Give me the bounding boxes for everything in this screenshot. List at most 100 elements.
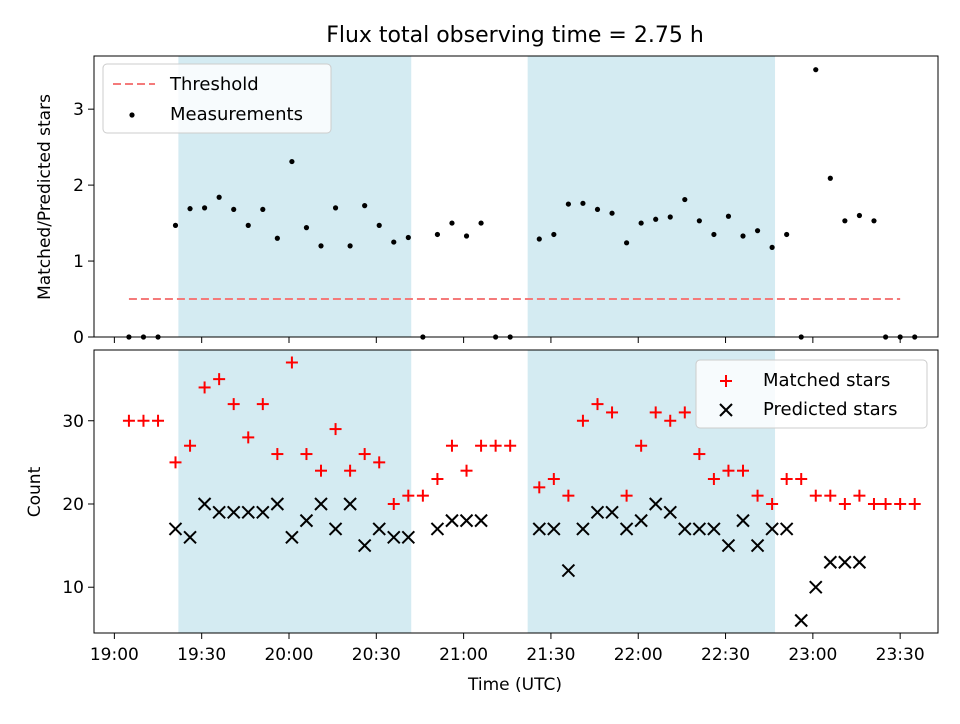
measurement-point	[478, 220, 484, 226]
matched-star-point	[533, 481, 546, 494]
predicted-star-point	[547, 522, 561, 536]
predicted-star-point	[794, 613, 808, 628]
x-stroke-b	[678, 522, 692, 536]
predicted-star-point	[838, 555, 852, 569]
measurement-point	[274, 235, 280, 241]
predicted-star-point	[605, 505, 619, 520]
x-tick-label: 20:30	[352, 645, 401, 665]
x-stroke-b	[357, 538, 372, 553]
matched-star-point	[242, 431, 255, 444]
matched-star-point	[431, 473, 444, 486]
matched-star-point	[908, 497, 921, 510]
bottom-points	[122, 356, 921, 628]
predicted-star-point	[328, 522, 343, 536]
matched-star-point	[867, 497, 880, 510]
measurement-point	[638, 220, 644, 226]
x-tick-label: 23:00	[788, 645, 837, 665]
matched-star-point	[547, 473, 560, 486]
x-stroke-b	[823, 555, 838, 569]
matched-star-point	[853, 489, 866, 502]
measurement-point	[347, 243, 353, 249]
matched-star-point	[329, 423, 342, 436]
legend-matched-swatch	[720, 375, 732, 387]
x-stroke-b	[547, 522, 561, 536]
x-stroke-b	[838, 555, 852, 569]
bottom-y-ticks: 10 20 30	[62, 412, 94, 598]
figure-title: Flux total observing time = 2.75 h	[326, 23, 704, 48]
x-stroke-b	[605, 505, 619, 520]
measurement-point	[332, 205, 339, 211]
matched-star-point	[460, 464, 473, 477]
measurement-point	[769, 244, 775, 250]
matched-star-point	[824, 489, 837, 502]
measurement-point	[827, 175, 833, 181]
measurement-point	[245, 222, 251, 228]
bottom-x-ticks: 19:00 19:30 20:00 20:30 21:00 21:30 22:00 22:30…	[90, 633, 925, 665]
measurement-point	[260, 206, 266, 213]
measurement-point	[303, 225, 310, 231]
matched-star-point	[649, 406, 662, 419]
x-stroke-b	[285, 530, 299, 544]
matched-star-point	[809, 489, 822, 502]
x-stroke-b	[183, 530, 197, 544]
x-stroke-b	[779, 522, 794, 536]
measurement-point	[682, 196, 688, 203]
bottom-legend-box	[695, 359, 928, 429]
legend-threshold-label: Threshold	[169, 74, 259, 95]
matched-star-point	[300, 448, 313, 461]
matched-star-point	[489, 439, 502, 452]
predicted-star-point	[765, 522, 779, 536]
matched-star-point	[256, 398, 269, 411]
matched-star-point	[445, 439, 458, 452]
x-stroke-b	[459, 513, 474, 528]
matched-star-point	[285, 356, 298, 369]
predicted-star-point	[226, 505, 241, 520]
x-stroke-b	[590, 505, 605, 520]
x-stroke-b	[328, 522, 343, 536]
top-y-tick-label: 3	[73, 100, 84, 120]
top-y-tick-label: 1	[73, 252, 84, 272]
legend-predicted-label: Predicted stars	[763, 399, 897, 420]
legend-matched-label: Matched stars	[763, 370, 890, 391]
measurement-point	[754, 228, 761, 234]
measurement-point	[201, 205, 208, 211]
predicted-star-point	[343, 497, 357, 511]
x-stroke-b	[226, 505, 241, 520]
x-stroke-b	[270, 497, 285, 511]
measurement-point	[391, 239, 397, 245]
predicted-star-point	[809, 580, 823, 594]
matched-star-point	[184, 439, 197, 452]
bottom-panel: 10 20 30 19:00 19:30 20:00 20:30 21:00 21:30 22:…	[25, 349, 939, 695]
matched-star-point	[344, 464, 357, 477]
matched-star-point	[402, 489, 415, 502]
predicted-star-point	[634, 513, 648, 528]
legend-measurements-label: Measurements	[170, 104, 303, 125]
predicted-star-point	[256, 505, 270, 520]
x-stroke-b	[561, 563, 576, 578]
predicted-star-point	[561, 563, 576, 578]
predicted-star-point	[750, 538, 765, 553]
shaded-interval	[178, 350, 412, 633]
matched-star-point	[416, 489, 429, 502]
shaded-interval	[527, 56, 776, 337]
predicted-star-point	[401, 530, 416, 544]
matched-star-point	[737, 464, 750, 477]
matched-star-point	[358, 448, 371, 461]
matched-star-point	[620, 489, 633, 502]
predicted-star-point	[299, 513, 314, 528]
predicted-star-point	[445, 513, 459, 528]
matched-star-point	[315, 464, 328, 477]
top-y-ticks: 0 1 2 3	[73, 100, 94, 348]
predicted-star-point	[168, 522, 183, 536]
measurement-point	[405, 234, 411, 241]
x-stroke-b	[401, 530, 416, 544]
measurement-point	[856, 212, 863, 219]
bottom-y-axis-label: Count	[25, 466, 45, 517]
measurement-point	[172, 222, 179, 228]
matched-star-point	[198, 381, 211, 394]
x-stroke-b	[692, 522, 707, 536]
top-y-tick-label: 0	[73, 328, 84, 348]
top-panel: 0 1 2 3 Matched/Predicted stars Threshold M…	[35, 55, 939, 348]
predicted-star-point	[314, 497, 328, 511]
x-stroke-b	[809, 580, 823, 594]
